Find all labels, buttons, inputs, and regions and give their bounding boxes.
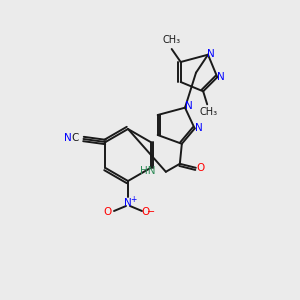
Text: O: O xyxy=(104,207,112,217)
Text: N: N xyxy=(64,133,71,143)
Text: N: N xyxy=(124,198,132,208)
Text: N: N xyxy=(207,49,215,59)
Text: C: C xyxy=(72,133,79,143)
Text: O: O xyxy=(197,163,205,173)
Text: N: N xyxy=(218,72,225,82)
Text: O: O xyxy=(141,207,149,217)
Text: CH₃: CH₃ xyxy=(199,107,217,117)
Text: CH₃: CH₃ xyxy=(163,35,181,45)
Text: +: + xyxy=(130,196,136,205)
Text: −: − xyxy=(147,207,155,217)
Text: N: N xyxy=(185,101,193,111)
Text: HN: HN xyxy=(140,166,156,176)
Text: N: N xyxy=(195,124,203,134)
